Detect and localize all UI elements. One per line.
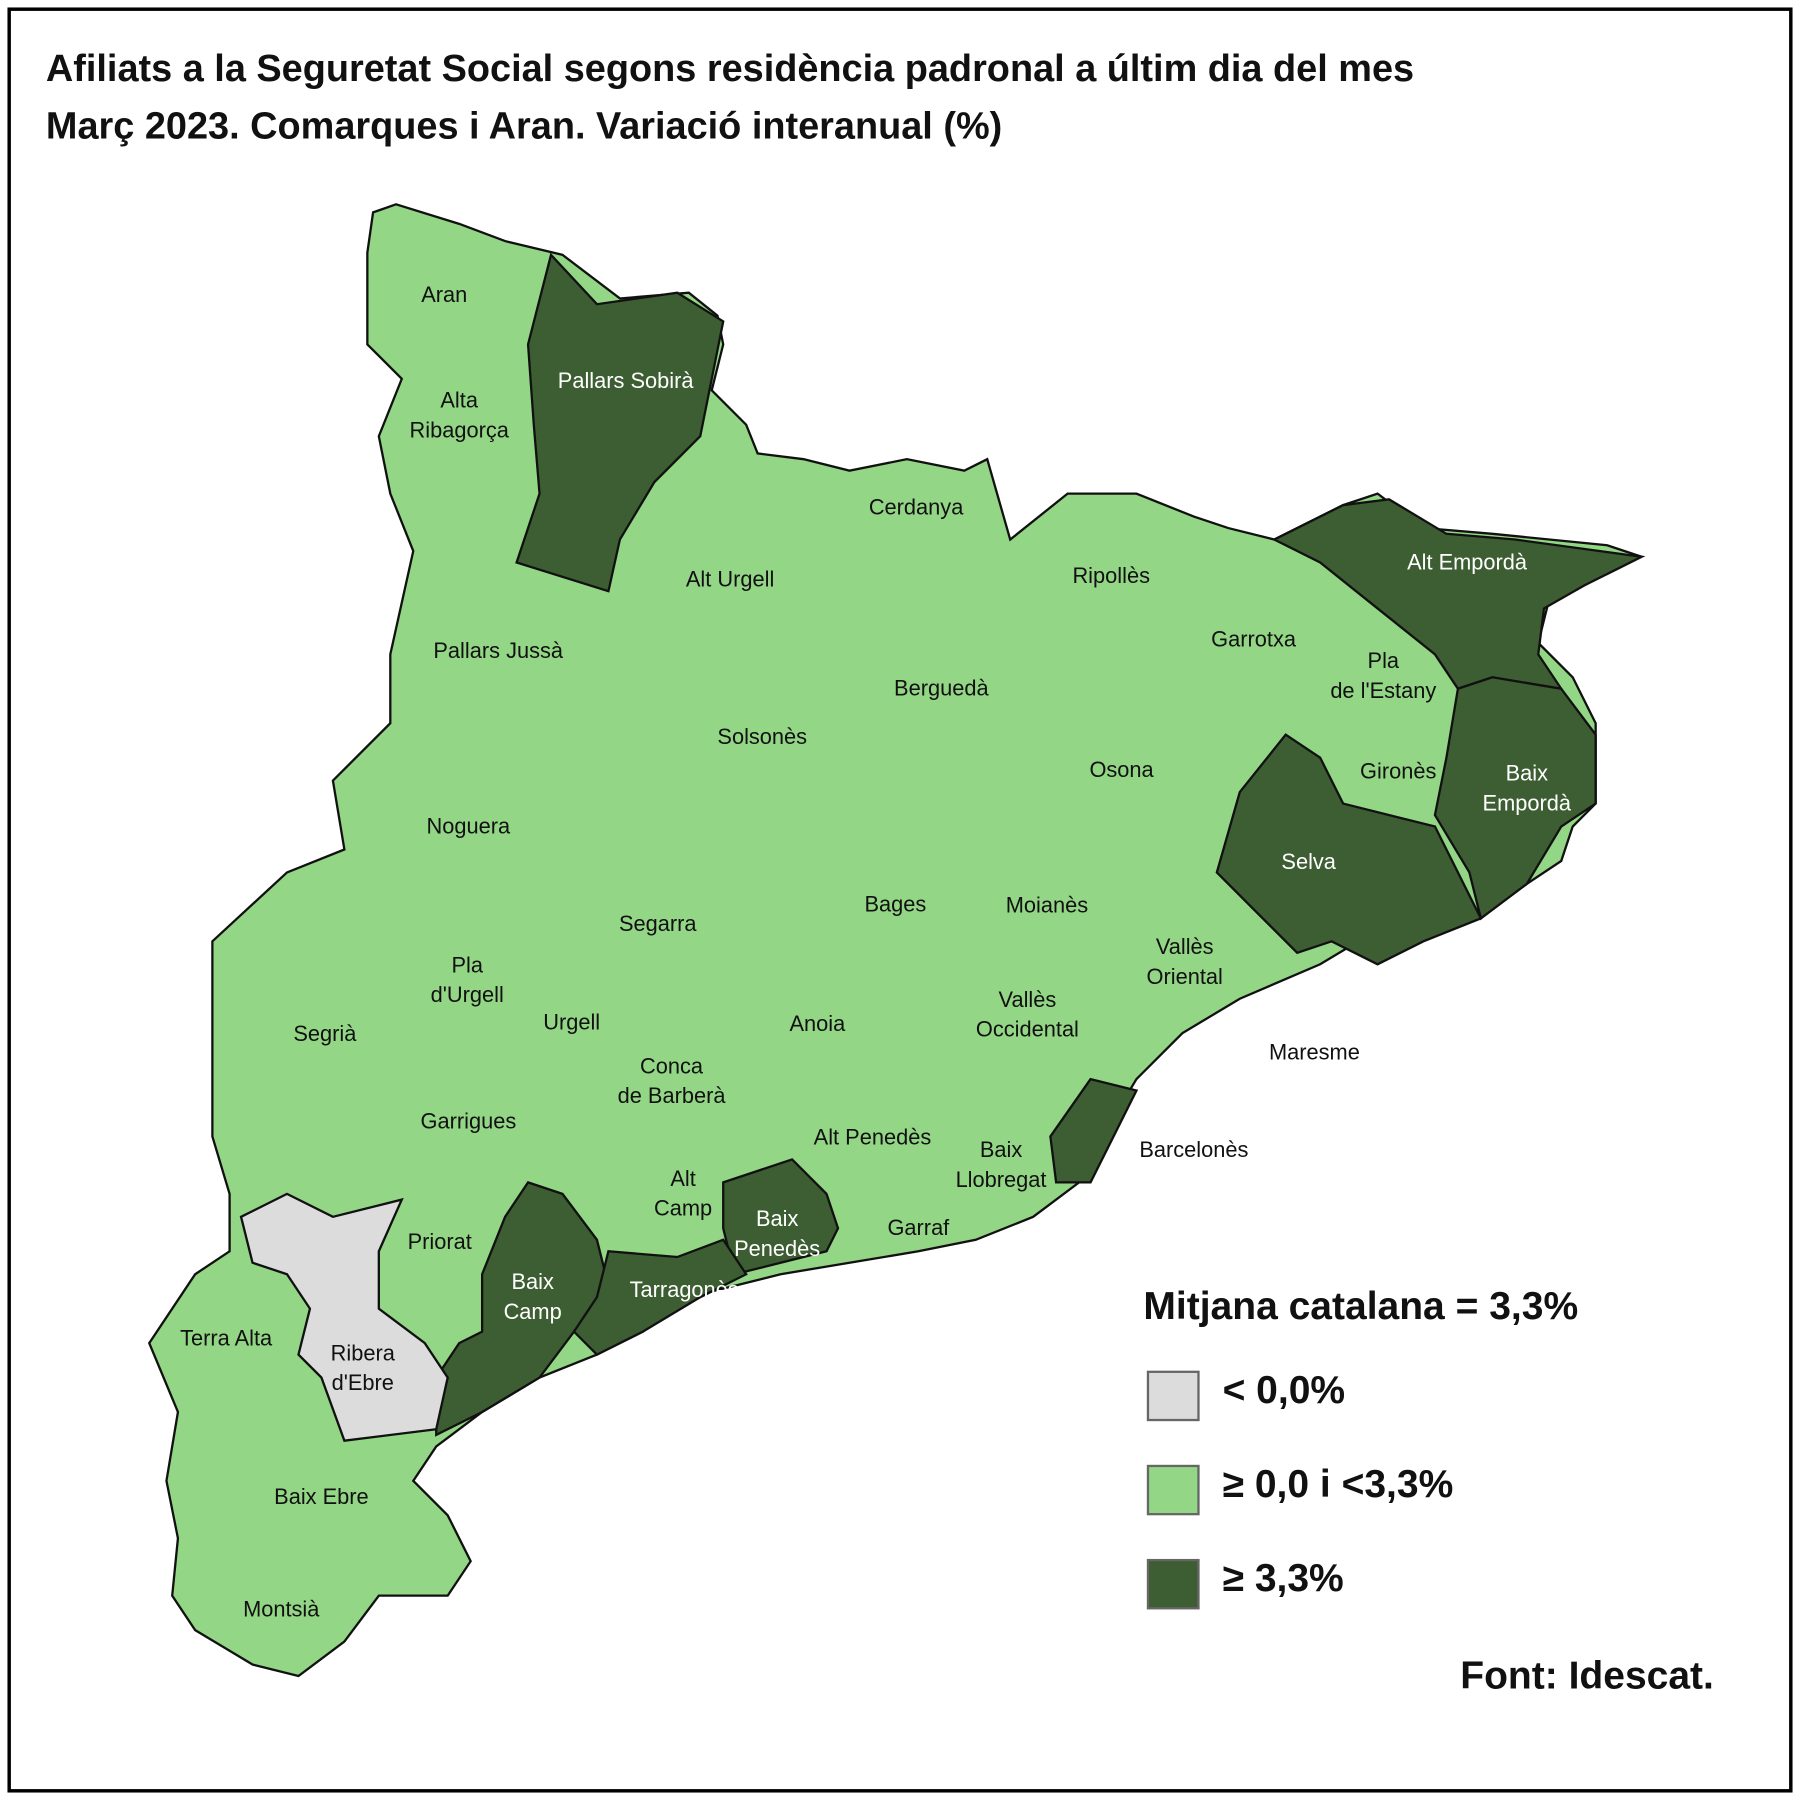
region-label: Baix — [1506, 761, 1549, 786]
region-label: Baix — [756, 1206, 799, 1231]
region-label: Aran — [421, 282, 467, 307]
region-label: Pallars Sobirà — [558, 368, 695, 393]
regions — [147, 203, 1646, 1678]
legend-swatch — [1146, 1464, 1200, 1516]
region-label: Solsonès — [717, 724, 807, 749]
region-label: Noguera — [427, 813, 511, 838]
region-label: Alt Empordà — [1407, 549, 1528, 574]
region-label: Berguedà — [894, 676, 989, 701]
region — [1433, 676, 1597, 921]
region-label: Ribera — [331, 1340, 396, 1365]
region-label: Moianès — [1006, 893, 1088, 918]
region-label: Selva — [1281, 849, 1336, 874]
region-label: Terra Alta — [180, 1325, 273, 1350]
region-label: Tarragonès — [630, 1277, 739, 1302]
region-labels: Aran Pallars Sobirà Alta Ribagorça Cerdanya A… — [180, 282, 1572, 1621]
region-label: Pallars Jussà — [433, 638, 563, 663]
legend-swatch — [1146, 1558, 1200, 1610]
region-label: Garrotxa — [1211, 626, 1297, 651]
region-label: Bages — [865, 892, 927, 917]
region-label: Empordà — [1483, 790, 1572, 815]
region-label: Anoia — [789, 1011, 846, 1036]
region-label: Maresme — [1269, 1040, 1360, 1065]
region — [572, 1238, 748, 1356]
region-label: de l'Estany — [1330, 678, 1436, 703]
region-label: Alt Penedès — [814, 1125, 932, 1150]
region-label: Baix — [980, 1137, 1023, 1162]
region-label: Vallès — [1156, 934, 1214, 959]
region-label: Baix — [511, 1269, 554, 1294]
region-label: Llobregat — [956, 1167, 1047, 1192]
region-label: d'Urgell — [431, 982, 504, 1007]
legend-label: ≥ 0,0 i <3,3% — [1223, 1463, 1454, 1506]
region-label: Barcelonès — [1139, 1137, 1248, 1162]
source: Font: Idescat. — [1460, 1655, 1714, 1698]
region-label: Ripollès — [1072, 563, 1150, 588]
region-label: Segarra — [619, 911, 697, 936]
region-label: Ribagorça — [410, 417, 510, 442]
region — [1049, 1077, 1139, 1184]
region-label: Segrià — [293, 1021, 357, 1046]
region-label: Pla — [1368, 648, 1400, 673]
region — [239, 1192, 449, 1442]
region-label: Vallès — [999, 987, 1057, 1012]
region-label: Garrigues — [421, 1108, 517, 1133]
region-label: Gironès — [1360, 758, 1436, 783]
region — [435, 1181, 610, 1437]
region-label: Camp — [654, 1196, 712, 1221]
region-label: Cerdanya — [869, 494, 964, 519]
legend-label: < 0,0% — [1223, 1369, 1346, 1412]
region-label: Baix Ebre — [274, 1484, 369, 1509]
region-label: Penedès — [734, 1236, 820, 1261]
region-label: Priorat — [408, 1229, 472, 1254]
region-label: Camp — [504, 1299, 562, 1324]
region — [1215, 733, 1483, 966]
region-label: d'Ebre — [332, 1370, 394, 1395]
region-label: Garraf — [887, 1215, 950, 1240]
region-label: Urgell — [543, 1010, 600, 1035]
region-label: Occidental — [976, 1017, 1079, 1042]
legend: < 0,0% ≥ 0,0 i <3,3% ≥ 3,3% — [1146, 1369, 1454, 1610]
title-line: Afiliats a la Seguretat Social segons re… — [46, 48, 1414, 90]
region-label: Montsià — [243, 1596, 320, 1621]
region-label: Osona — [1089, 757, 1154, 782]
region-label: Pla — [451, 952, 483, 977]
region-label: Alt Urgell — [686, 567, 774, 592]
region — [1271, 498, 1646, 691]
region-label: de Barberà — [618, 1083, 727, 1108]
region-label: Alta — [440, 388, 478, 413]
region-label: Conca — [640, 1053, 704, 1078]
region-label: Oriental — [1147, 964, 1223, 989]
title-line: Març 2023. Comarques i Aran. Variació in… — [46, 106, 1002, 148]
legend-title: Mitjana catalana = 3,3% — [1143, 1285, 1578, 1328]
region — [515, 252, 725, 593]
legend-label: ≥ 3,3% — [1223, 1557, 1344, 1600]
region-label: Alt — [670, 1166, 695, 1191]
legend-swatch — [1146, 1370, 1200, 1422]
